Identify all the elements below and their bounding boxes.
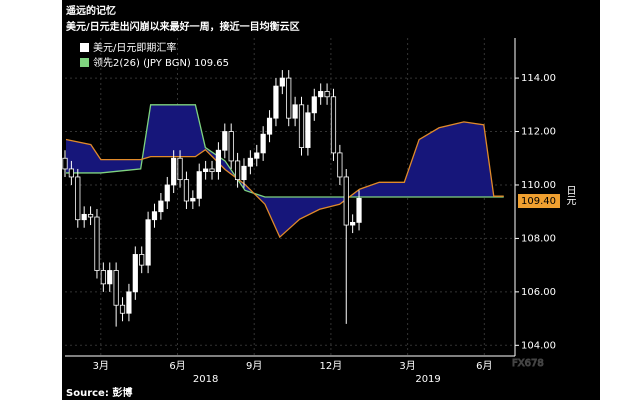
cloud-line: [66, 104, 504, 198]
legend-label: 领先2(26) (JPY BGN) 109.65: [93, 56, 229, 69]
cloud: [66, 104, 504, 238]
candle-body: [132, 254, 138, 293]
y-tick-label: 114.00: [521, 73, 556, 84]
last-price-box: [518, 194, 560, 209]
candle-body: [183, 179, 190, 202]
candle-body: [126, 291, 132, 314]
legend-swatch: [80, 43, 89, 52]
candle-body: [254, 152, 260, 159]
candle-body: [75, 176, 81, 221]
candle-body: [209, 168, 215, 173]
candle-body: [298, 104, 305, 148]
candle-body: [151, 211, 158, 221]
candle-body: [241, 165, 247, 181]
candle-body: [266, 117, 273, 135]
candle-body: [247, 157, 253, 167]
y-tick-label: 110.00: [521, 180, 556, 191]
candle-body: [337, 152, 343, 178]
candle-body: [94, 216, 100, 271]
candle-body: [190, 197, 196, 202]
candle-body: [305, 112, 311, 148]
candle-body: [196, 171, 202, 199]
y-tick-label: 108.00: [521, 233, 556, 244]
year-label: 2019: [415, 374, 440, 385]
candle-body: [234, 160, 241, 181]
chart-subtitle: 美元/日元走出闪崩以来最好一周，接近一目均衡云区: [66, 20, 300, 33]
candle-body: [81, 213, 87, 221]
candle-body: [171, 157, 177, 186]
candle-body: [203, 168, 209, 173]
candle-body: [68, 168, 74, 178]
candle-body: [177, 157, 183, 181]
candle-body: [222, 131, 228, 151]
candle-body: [87, 213, 94, 218]
candle-body: [356, 197, 362, 223]
candle-body: [292, 104, 298, 119]
candle-body: [330, 96, 337, 154]
y-tick-label: 106.00: [521, 287, 556, 298]
last-price-label: 109.40: [521, 196, 556, 207]
watermark: FX678: [512, 358, 544, 369]
candle-body: [158, 200, 164, 213]
y-axis-label: 日元: [564, 185, 576, 205]
candle-body: [228, 131, 234, 162]
candle-body: [119, 304, 126, 314]
candle-body: [113, 270, 119, 306]
x-tick-label: 6月: [169, 360, 185, 372]
x-tick-label: 3月: [399, 360, 415, 372]
candle-body: [273, 85, 279, 119]
candle-body: [311, 96, 317, 114]
cloud-line: [65, 121, 504, 239]
source: Source: 彭博: [66, 386, 132, 399]
candle-body: [215, 149, 222, 173]
y-tick-label: 112.00: [521, 127, 556, 138]
y-tick-label: 104.00: [521, 340, 556, 351]
candle-body: [260, 133, 266, 154]
chart-title: 遥远的记忆: [66, 4, 116, 17]
legend-label: 美元/日元即期汇率: [93, 41, 176, 54]
candle-body: [139, 254, 145, 266]
x-tick-label: 3月: [93, 360, 109, 372]
candle-body: [279, 77, 285, 87]
candle-body: [343, 176, 349, 226]
candle-body: [107, 270, 113, 285]
x-tick-label: 12月: [320, 360, 343, 372]
candle-body: [100, 270, 106, 285]
legend-swatch: [80, 58, 89, 67]
candle-body: [62, 157, 68, 170]
candle-body: [318, 91, 324, 98]
candle-body: [164, 184, 170, 202]
candle-body: [324, 91, 330, 98]
x-tick-label: 9月: [246, 360, 262, 372]
candle-body: [350, 221, 356, 226]
candle-body: [145, 219, 151, 266]
year-label: 2018: [193, 374, 218, 385]
candle-body: [286, 77, 292, 119]
x-tick-label: 6月: [476, 360, 492, 372]
